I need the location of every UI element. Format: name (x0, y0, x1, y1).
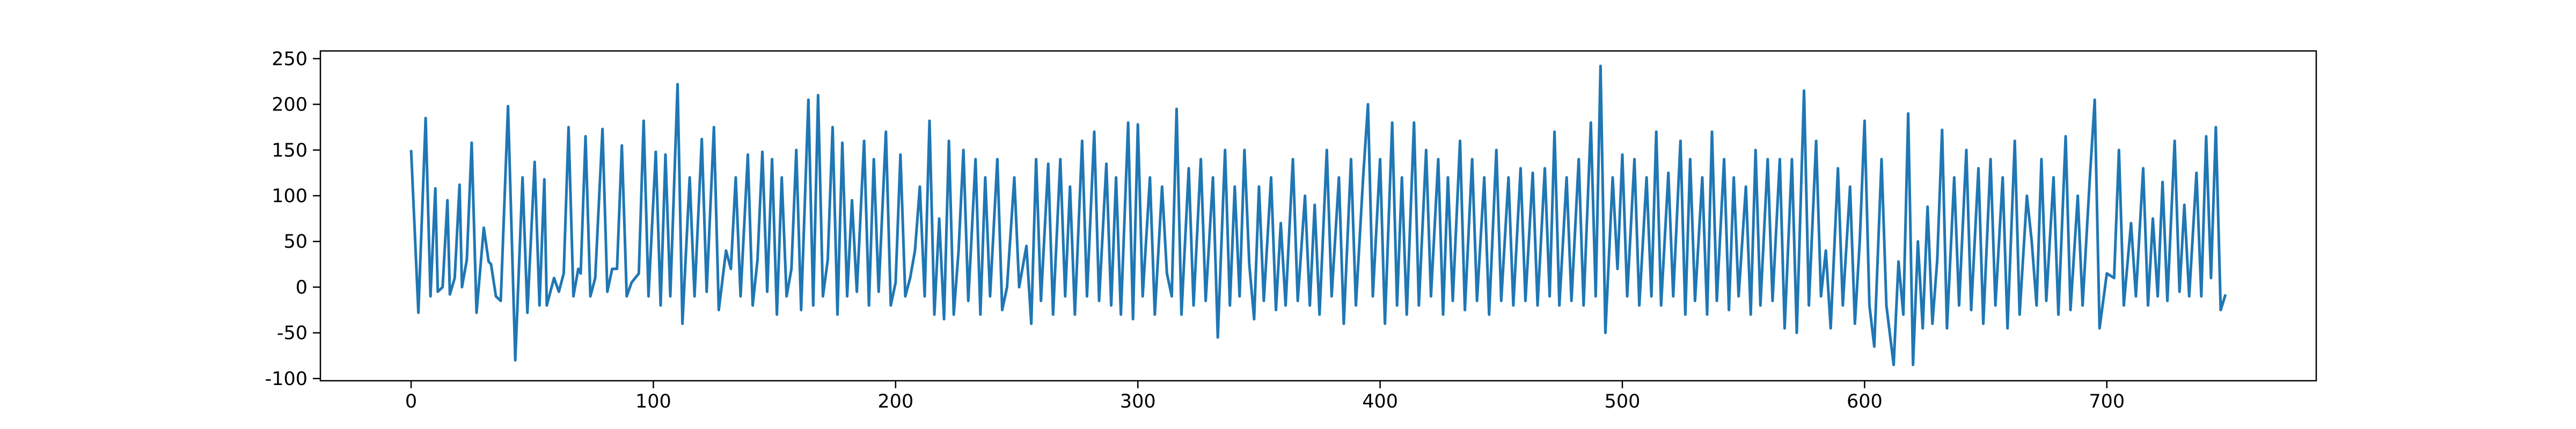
x-tick-label: 0 (405, 391, 417, 412)
y-tick-label: 0 (296, 277, 308, 298)
y-tick-label: 250 (272, 48, 308, 70)
data-line (409, 64, 2227, 366)
x-tick-label: 400 (1362, 391, 1398, 412)
y-tick-label: 50 (283, 231, 308, 253)
x-tick-label: 500 (1605, 391, 1641, 412)
x-tick-label: 300 (1120, 391, 1156, 412)
y-tick-label: 200 (272, 94, 308, 116)
x-tick-label: 100 (635, 391, 671, 412)
plot-frame (319, 50, 2317, 382)
y-tick-label: -100 (265, 368, 308, 390)
x-tick-label: 700 (2089, 391, 2125, 412)
x-tick-label: 600 (1847, 391, 1883, 412)
y-tick-label: -50 (277, 323, 308, 344)
y-tick-label: 150 (272, 140, 308, 161)
y-tick-label: 100 (272, 186, 308, 207)
x-tick-label: 200 (877, 391, 913, 412)
